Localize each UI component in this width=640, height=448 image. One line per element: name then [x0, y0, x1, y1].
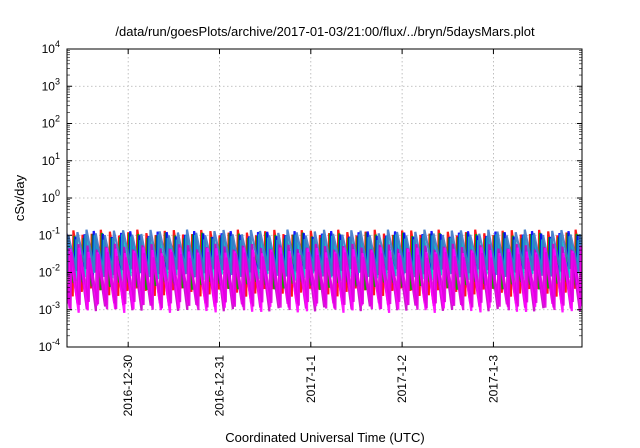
y-tick-label: 103	[42, 76, 60, 93]
x-axis-label: Coordinated Universal Time (UTC)	[225, 430, 424, 445]
x-tick-label: 2016-12-31	[212, 355, 226, 417]
y-tick-label: 104	[42, 39, 60, 56]
y-tick-label: 102	[42, 114, 60, 131]
chart-title: /data/run/goesPlots/archive/2017-01-03/2…	[115, 24, 535, 39]
y-tick-label: 10-1	[39, 225, 60, 242]
series-line	[67, 251, 582, 311]
x-tick-label: 2017-1-2	[395, 355, 409, 403]
x-tick-label: 2017-1-1	[304, 355, 318, 403]
y-tick-label: 10-4	[39, 337, 60, 354]
series-group	[67, 229, 582, 314]
y-tick-label: 10-3	[39, 300, 60, 317]
y-tick-label: 10-2	[39, 263, 60, 280]
x-tick-label: 2016-12-30	[121, 355, 135, 417]
y-tick-label: 101	[42, 151, 60, 168]
x-tick-label: 2017-1-3	[486, 355, 500, 403]
y-ticks: 104 103 102 101 100 10-1 10-2 10-3 10-4	[39, 39, 582, 354]
y-tick-label: 100	[42, 188, 60, 205]
x-ticks: 2016-12-30 2016-12-31 2017-1-1 2017-1-2 2017…	[121, 49, 500, 416]
y-axis-label: cSv/day	[12, 174, 27, 221]
